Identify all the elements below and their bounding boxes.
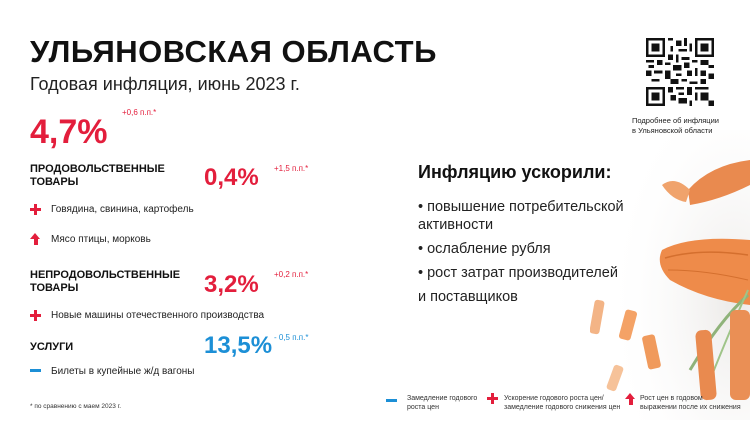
services-category-label: УСЛУГИ: [30, 341, 74, 353]
legend-increase-line2: замедление годового снижения цен: [504, 404, 621, 411]
legend-decrease-text: Замедление годового роста цен: [407, 394, 477, 412]
qr-caption-line2: в Ульяновской области: [632, 126, 713, 135]
accelerator-bullet-2-text: ослабление рубля: [427, 241, 551, 257]
food-label-line1: ПРОДОВОЛЬСТВЕННЫЕ: [30, 163, 165, 175]
services-item-1-text: Билеты в купейные ж/д вагоны: [51, 366, 195, 377]
food-item-1-text: Говядина, свинина, картофель: [51, 204, 194, 215]
nonfood-category-label: НЕПРОДОВОЛЬСТВЕННЫЕ ТОВАРЫ: [30, 269, 180, 295]
nonfood-inflation-value: 3,2%: [204, 271, 259, 298]
plus-icon: [30, 204, 41, 215]
arrow-up-icon: [625, 393, 636, 405]
qr-code[interactable]: [646, 38, 714, 106]
nonfood-label-line2: ТОВАРЫ: [30, 282, 79, 294]
carrots-illustration: [590, 130, 750, 420]
accelerator-bullet-2: • ослабление рубля: [418, 241, 551, 257]
accelerator-bullet-1-cont: активности: [418, 217, 494, 233]
plus-icon: [30, 310, 41, 321]
food-category-label: ПРОДОВОЛЬСТВЕННЫЕ ТОВАРЫ: [30, 163, 165, 189]
services-inflation-delta: - 0,5 п.п.*: [274, 333, 309, 342]
food-inflation-value: 0,4%: [204, 164, 259, 191]
nonfood-item-1-text: Новые машины отечественного производства: [51, 310, 265, 321]
qr-caption: Подробнее об инфляции в Ульяновской обла…: [632, 116, 750, 136]
food-inflation-delta: +1,5 п.п.*: [274, 164, 309, 173]
accelerator-bullet-3: • рост затрат производителей: [418, 265, 618, 281]
footnote: * по сравнению с маем 2023 г.: [30, 403, 121, 410]
nonfood-label-line1: НЕПРОДОВОЛЬСТВЕННЫЕ: [30, 269, 181, 281]
nonfood-inflation-delta: +0,2 п.п.*: [274, 270, 309, 279]
qr-caption-line1: Подробнее об инфляции: [632, 116, 719, 125]
food-label-line2: ТОВАРЫ: [30, 176, 79, 188]
arrow-up-icon: [30, 233, 41, 245]
accelerator-bullet-1-text: повышение потребительской: [427, 199, 624, 215]
page-title: УЛЬЯНОВСКАЯ ОБЛАСТЬ: [30, 34, 437, 69]
overall-inflation-value: 4,7%: [30, 113, 108, 151]
legend-increase-line1: Ускорение годового роста цен/: [504, 395, 604, 402]
legend-rebound-line1: Рост цен в годовом: [640, 395, 703, 402]
minus-icon: [30, 369, 41, 372]
legend-rebound-text: Рост цен в годовом выражении после их сн…: [640, 394, 741, 412]
legend-decrease-line2: роста цен: [407, 404, 439, 411]
food-item-2-text: Мясо птицы, морковь: [51, 234, 151, 245]
overall-inflation-delta: +0,6 п.п.*: [122, 108, 157, 117]
plus-icon: [487, 393, 498, 404]
accelerators-heading: Инфляцию ускорили:: [418, 162, 612, 182]
accelerator-bullet-1: • повышение потребительской: [418, 199, 624, 215]
services-inflation-value: 13,5%: [204, 332, 273, 359]
accelerator-bullet-3-text: рост затрат производителей: [427, 265, 618, 281]
legend-increase-text: Ускорение годового роста цен/ замедление…: [504, 394, 620, 412]
legend-rebound-line2: выражении после их снижения: [640, 404, 741, 411]
accelerator-bullet-3-cont: и поставщиков: [418, 289, 518, 305]
minus-icon: [386, 399, 397, 402]
legend-decrease-line1: Замедление годового: [407, 395, 478, 402]
page-subtitle: Годовая инфляция, июнь 2023 г.: [30, 74, 300, 94]
